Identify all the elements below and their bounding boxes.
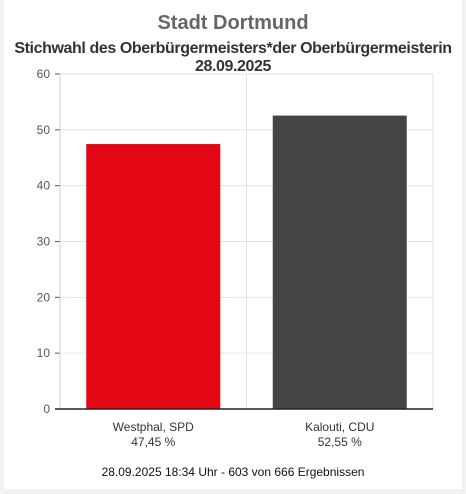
value-label: 52,55 % — [318, 435, 362, 449]
bar-westphal — [86, 144, 221, 409]
value-label: 47,45 % — [131, 435, 175, 449]
bar-kalouti — [272, 115, 407, 410]
results-status: 28.09.2025 18:34 Uhr - 603 von 666 Ergeb… — [101, 465, 365, 479]
chart-title: Stadt Dortmund — [157, 12, 309, 34]
y-tick-label: 30 — [37, 235, 51, 249]
y-tick-label: 60 — [37, 67, 51, 81]
y-tick-label: 0 — [43, 402, 50, 416]
y-tick-label: 10 — [37, 346, 51, 360]
y-tick-label: 20 — [37, 290, 51, 304]
chart-subtitle: Stichwahl des Oberbürgermeisters*der Obe… — [14, 40, 452, 75]
panel-edge-right — [462, 0, 466, 494]
category-label: Westphal, SPD — [113, 420, 194, 434]
category-label: Kalouti, CDU — [305, 420, 374, 434]
panel-edge-left — [0, 0, 4, 494]
panel-edge-bottom — [0, 489, 466, 494]
y-tick-label: 40 — [37, 179, 51, 193]
y-tick-label: 50 — [37, 123, 51, 137]
